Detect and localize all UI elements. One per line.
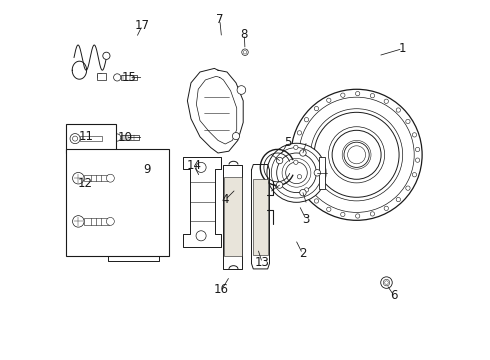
Bar	[84, 218, 109, 225]
Circle shape	[136, 164, 145, 173]
Circle shape	[276, 157, 283, 164]
Bar	[80, 136, 102, 141]
Circle shape	[151, 244, 159, 253]
Circle shape	[106, 174, 114, 182]
Bar	[66, 124, 117, 153]
Text: 14: 14	[186, 159, 201, 172]
Circle shape	[294, 145, 298, 149]
Circle shape	[356, 214, 360, 218]
Circle shape	[106, 217, 114, 225]
Circle shape	[412, 133, 416, 137]
Text: 10: 10	[118, 131, 133, 144]
Text: 8: 8	[241, 28, 248, 41]
Circle shape	[103, 52, 110, 59]
Circle shape	[314, 112, 399, 197]
Circle shape	[304, 188, 309, 192]
Circle shape	[370, 94, 374, 98]
Circle shape	[416, 147, 420, 152]
Circle shape	[300, 189, 306, 196]
Text: 6: 6	[390, 289, 397, 302]
Circle shape	[237, 86, 245, 94]
Circle shape	[267, 143, 326, 202]
Circle shape	[384, 206, 389, 211]
Bar	[84, 175, 109, 181]
Text: 2: 2	[299, 247, 306, 260]
Circle shape	[114, 74, 121, 81]
Circle shape	[344, 142, 369, 167]
Text: 15: 15	[122, 71, 137, 84]
Circle shape	[396, 197, 400, 202]
Circle shape	[314, 170, 320, 176]
Bar	[252, 179, 269, 255]
Circle shape	[294, 160, 298, 165]
Circle shape	[196, 231, 206, 241]
Circle shape	[196, 162, 206, 172]
Text: 7: 7	[216, 13, 223, 26]
Text: 13: 13	[255, 256, 270, 269]
Circle shape	[396, 108, 400, 112]
Bar	[319, 157, 325, 189]
Bar	[98, 73, 106, 80]
Bar	[121, 75, 137, 80]
Circle shape	[381, 277, 392, 288]
Circle shape	[114, 134, 121, 141]
Circle shape	[276, 182, 283, 188]
Text: 4: 4	[221, 193, 229, 206]
Circle shape	[98, 73, 103, 79]
Circle shape	[416, 158, 420, 162]
Circle shape	[70, 134, 80, 144]
Circle shape	[332, 130, 381, 179]
Circle shape	[297, 175, 302, 179]
Circle shape	[327, 98, 331, 103]
Circle shape	[117, 191, 139, 212]
Circle shape	[412, 172, 416, 177]
Text: 5: 5	[285, 136, 292, 149]
Text: 1: 1	[399, 42, 406, 55]
Bar	[224, 177, 242, 256]
Circle shape	[286, 162, 307, 184]
Circle shape	[117, 227, 139, 248]
Circle shape	[242, 49, 248, 55]
Text: 17: 17	[135, 19, 150, 32]
Circle shape	[304, 117, 309, 122]
Circle shape	[73, 216, 84, 227]
Circle shape	[406, 119, 410, 123]
Circle shape	[291, 89, 422, 220]
Circle shape	[327, 207, 331, 211]
Circle shape	[384, 99, 389, 103]
Circle shape	[297, 131, 302, 135]
Circle shape	[341, 212, 345, 217]
Circle shape	[73, 172, 84, 184]
Circle shape	[277, 153, 316, 193]
Circle shape	[300, 150, 306, 156]
Circle shape	[314, 199, 319, 203]
Circle shape	[370, 212, 374, 216]
Circle shape	[151, 186, 159, 195]
Bar	[116, 211, 151, 229]
Circle shape	[406, 186, 410, 190]
Text: 12: 12	[77, 177, 92, 190]
Circle shape	[314, 107, 319, 111]
Circle shape	[356, 91, 360, 96]
Circle shape	[341, 93, 345, 97]
Bar	[121, 135, 139, 140]
Text: 3: 3	[302, 213, 310, 226]
Circle shape	[232, 132, 240, 140]
Text: 9: 9	[144, 163, 151, 176]
Bar	[66, 149, 169, 256]
Text: 11: 11	[79, 130, 94, 143]
Text: 16: 16	[214, 283, 229, 296]
